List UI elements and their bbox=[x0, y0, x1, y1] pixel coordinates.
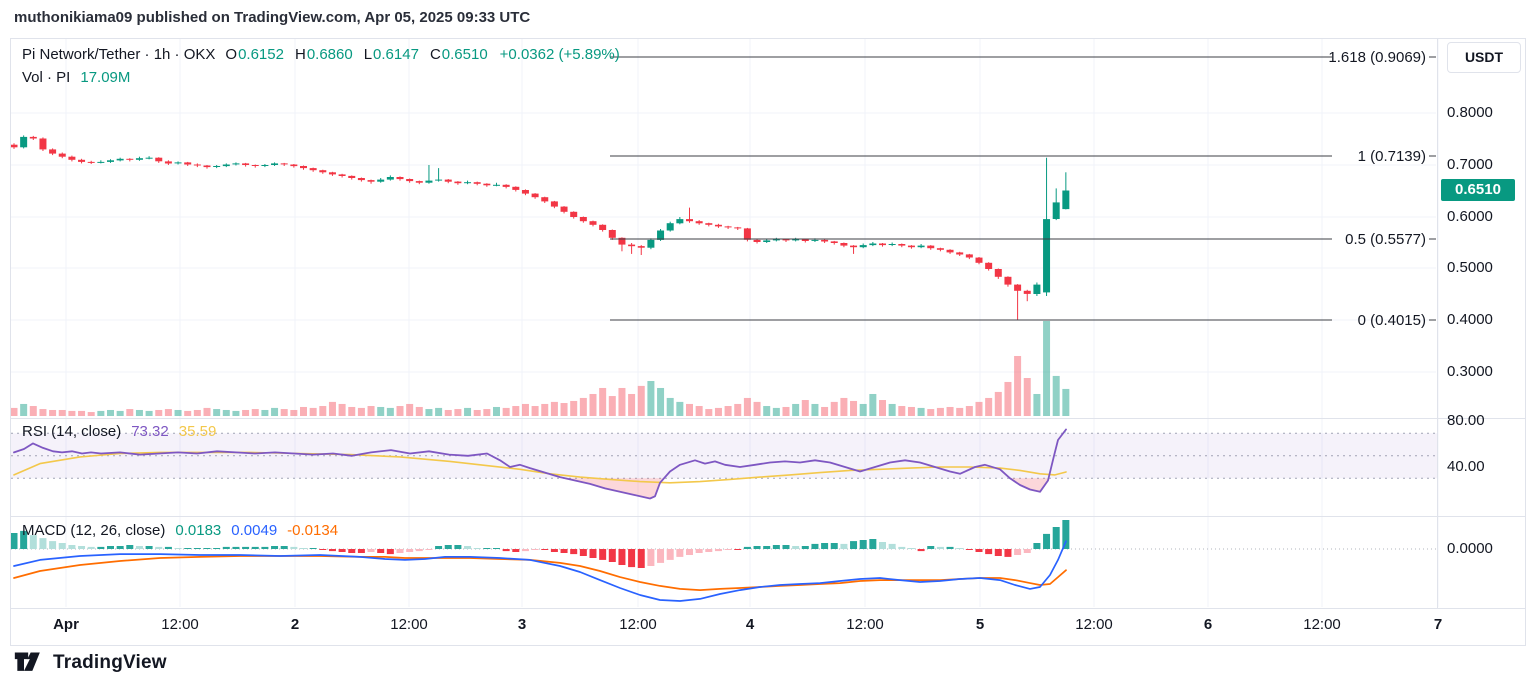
scale-label: 0.4000 bbox=[1447, 311, 1493, 328]
price-change: +0.0362 (+5.89%) bbox=[499, 46, 620, 63]
tradingview-logo-text[interactable]: TradingView bbox=[53, 651, 167, 673]
time-tick: 12:00 bbox=[1303, 616, 1341, 633]
fib-label: 0.5 (0.5577) bbox=[1345, 231, 1426, 248]
time-tick: 5 bbox=[975, 616, 985, 633]
rsi-ma-value: 35.59 bbox=[178, 423, 217, 440]
publish-header: muthonikiama09 published on TradingView.… bbox=[14, 9, 531, 26]
scale-label: 0.8000 bbox=[1447, 104, 1493, 121]
macd-legend: MACD (12, 26, close) 0.0183 0.0049 -0.01… bbox=[22, 522, 338, 539]
ohlc-item-L: L0.6147 bbox=[363, 46, 419, 63]
time-tick: 7 bbox=[1433, 616, 1443, 633]
time-axis-separator bbox=[10, 608, 1526, 609]
price-pane[interactable] bbox=[10, 38, 1437, 418]
time-tick: 6 bbox=[1203, 616, 1213, 633]
time-tick: 12:00 bbox=[846, 616, 884, 633]
time-tick: 12:00 bbox=[619, 616, 657, 633]
symbol-title[interactable]: Pi Network/Tether · 1h · OKX bbox=[22, 46, 216, 63]
fib-label: 1 (0.7139) bbox=[1358, 148, 1426, 165]
frame-border-bottom bbox=[10, 645, 1526, 646]
time-tick: 12:00 bbox=[1075, 616, 1113, 633]
scale-label: 0.3000 bbox=[1447, 363, 1493, 380]
scale-label: 0.7000 bbox=[1447, 156, 1493, 173]
time-tick: 3 bbox=[517, 616, 527, 633]
scale-label: 40.00 bbox=[1447, 458, 1485, 475]
time-tick: 2 bbox=[290, 616, 300, 633]
volume-legend: Vol · PI 17.09M bbox=[22, 69, 130, 86]
fib-label: 1.618 (0.9069) bbox=[1328, 49, 1426, 66]
macd-hist-value: 0.0183 bbox=[175, 522, 222, 539]
time-tick: 12:00 bbox=[390, 616, 428, 633]
ohlc-item-O: O0.6152 bbox=[225, 46, 284, 63]
symbol-legend: Pi Network/Tether · 1h · OKX O0.6152 H0.6… bbox=[22, 46, 620, 63]
footer: TradingView bbox=[14, 650, 167, 675]
rsi-pane[interactable] bbox=[10, 418, 1437, 516]
rsi-legend: RSI (14, close) 73.32 35.59 bbox=[22, 423, 216, 440]
tradingview-logo-icon[interactable] bbox=[14, 650, 44, 675]
time-tick: 12:00 bbox=[161, 616, 199, 633]
frame-border-top bbox=[10, 38, 1526, 39]
macd-line-value: 0.0049 bbox=[231, 522, 278, 539]
frame-border-left bbox=[10, 38, 11, 645]
scale-label: 0.6000 bbox=[1447, 208, 1493, 225]
time-tick: 4 bbox=[745, 616, 755, 633]
currency-button[interactable]: USDT bbox=[1447, 42, 1521, 73]
rsi-value: 73.32 bbox=[131, 423, 169, 440]
scale-label: 80.00 bbox=[1447, 412, 1485, 429]
time-tick: Apr bbox=[53, 616, 79, 633]
frame-border-right bbox=[1525, 38, 1526, 645]
price-scale-separator bbox=[1437, 38, 1438, 608]
macd-signal-value: -0.0134 bbox=[287, 522, 339, 539]
rsi-label[interactable]: RSI (14, close) bbox=[22, 423, 122, 440]
scale-label: 0.5000 bbox=[1447, 259, 1493, 276]
time-axis[interactable]: Apr 12:00 2 12:00 3 12:00 4 12:00 5 12:00 6 12:00 7 bbox=[0, 608, 1536, 645]
ohlc-item-C: C0.6510 bbox=[429, 46, 488, 63]
volume-value: 17.09M bbox=[80, 69, 131, 86]
pane-separator-macd[interactable] bbox=[10, 516, 1526, 517]
last-price-badge: 0.6510 bbox=[1441, 179, 1515, 201]
pane-separator-rsi[interactable] bbox=[10, 418, 1526, 419]
macd-label[interactable]: MACD (12, 26, close) bbox=[22, 522, 166, 539]
volume-label[interactable]: Vol · PI bbox=[22, 69, 71, 86]
fib-label: 0 (0.4015) bbox=[1358, 312, 1426, 329]
scale-label: 0.0000 bbox=[1447, 540, 1493, 557]
ohlc-item-H: H0.6860 bbox=[294, 46, 353, 63]
ohlc-values: O0.6152 H0.6860 L0.6147 C0.6510 bbox=[225, 46, 489, 63]
